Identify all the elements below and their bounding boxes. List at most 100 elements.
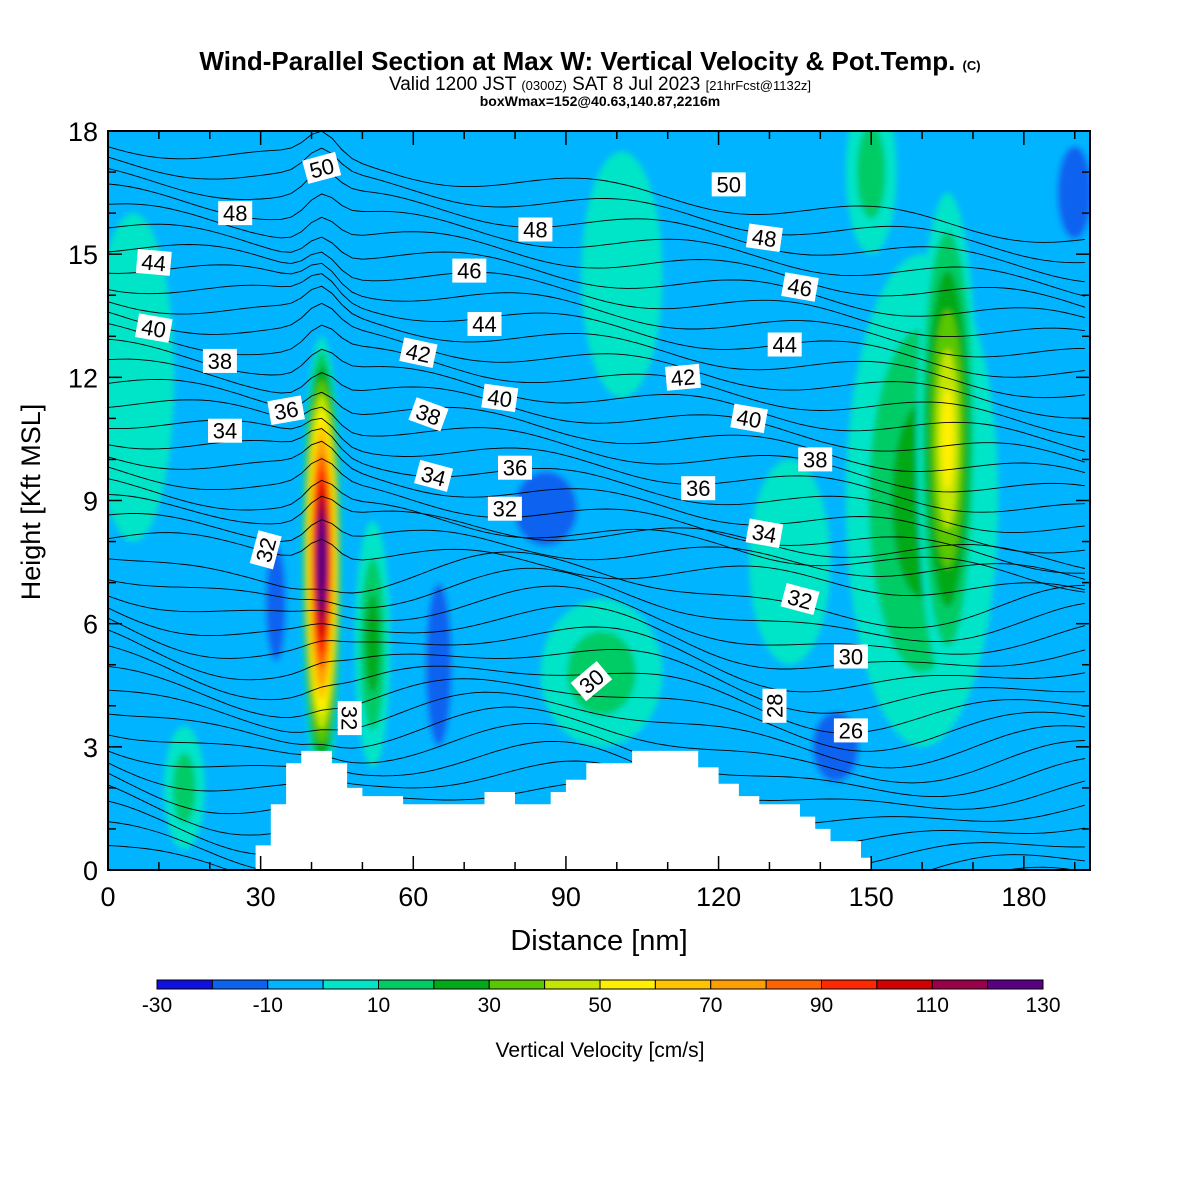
w-band — [1057, 146, 1090, 239]
colorbar-tick-label: 70 — [699, 994, 722, 1017]
svg-text:48: 48 — [750, 224, 778, 252]
svg-text:34: 34 — [750, 519, 778, 548]
theta-contour — [108, 223, 1086, 319]
x-tick-label: 90 — [551, 882, 581, 912]
x-tick-label: 120 — [696, 882, 741, 912]
colorbar-swatch — [654, 979, 712, 990]
svg-text:32: 32 — [493, 497, 517, 522]
theta-contour — [108, 585, 1086, 655]
y-tick-label: 9 — [83, 487, 98, 517]
colorbar-swatch — [433, 979, 490, 990]
chart-subtitle: Valid 1200 JST (0300Z) SAT 8 Jul 2023 [2… — [389, 74, 811, 95]
theta-contour — [108, 358, 1086, 463]
colorbar-swatch — [544, 979, 601, 990]
theta-label: 38 — [798, 447, 833, 472]
theta-label: 42 — [665, 363, 701, 391]
x-tick-label: 30 — [246, 882, 276, 912]
theta-contour — [108, 168, 1085, 283]
colorbar-tick-label: 110 — [916, 994, 949, 1017]
svg-text:38: 38 — [803, 447, 827, 472]
chart-subtitle-box: boxWmax=152@40.63,140.87,2216m — [480, 93, 721, 109]
y-tick-label: 6 — [83, 610, 98, 640]
theta-label: 26 — [833, 718, 868, 743]
theta-contour — [108, 323, 1085, 438]
y-tick-label: 0 — [83, 856, 98, 886]
svg-text:36: 36 — [272, 396, 300, 425]
svg-text:48: 48 — [523, 218, 547, 243]
colorbar-swatch — [987, 979, 1044, 990]
theta-contour — [108, 665, 1085, 752]
svg-text:34: 34 — [213, 419, 237, 444]
colorbar-tick-label: -10 — [253, 994, 283, 1017]
svg-text:50: 50 — [716, 172, 740, 197]
theta-contour — [108, 147, 1085, 264]
w-band — [581, 151, 663, 398]
w-band — [749, 459, 831, 665]
theta-contour — [108, 740, 1086, 810]
theta-contour — [108, 285, 1085, 399]
theta-label: 36 — [498, 455, 532, 481]
theta-contour — [108, 302, 1085, 419]
svg-text:36: 36 — [503, 456, 527, 481]
theta-label: 40 — [134, 313, 173, 343]
svg-text:40: 40 — [139, 314, 167, 343]
theta-label: 34 — [414, 459, 454, 492]
svg-text:40: 40 — [735, 404, 763, 433]
svg-text:36: 36 — [686, 476, 710, 501]
svg-text:40: 40 — [486, 384, 514, 412]
colorbar: -30 -10 10 30 50 70 90 110 130 — [142, 979, 1061, 1017]
svg-text:42: 42 — [404, 338, 433, 368]
svg-text:44: 44 — [772, 333, 796, 358]
theta-label: 32 — [249, 530, 282, 570]
x-tick-label: 0 — [100, 882, 115, 912]
colorbar-label: Vertical Velocity [cm/s] — [496, 1039, 705, 1062]
terrain-silhouette — [255, 750, 872, 870]
y-tick-label: 3 — [83, 733, 98, 763]
theta-label: 32 — [487, 496, 522, 522]
svg-text:48: 48 — [223, 201, 247, 226]
svg-text:44: 44 — [472, 312, 496, 337]
theta-label: 44 — [135, 248, 172, 276]
theta-contour — [108, 617, 1085, 693]
colorbar-swatch — [876, 979, 933, 990]
theta-label: 46 — [781, 272, 819, 302]
theta-label: 38 — [202, 348, 237, 374]
w-band — [513, 471, 578, 546]
theta-label: 36 — [681, 476, 716, 501]
y-tick-label: 18 — [68, 117, 98, 147]
colorbar-swatch — [599, 979, 656, 990]
colorbar-tick-label: -30 — [142, 994, 172, 1017]
theta-label: 50 — [302, 151, 342, 184]
theta-label: 48 — [745, 223, 783, 252]
colorbar-swatch — [931, 979, 989, 990]
w-band — [856, 131, 886, 219]
theta-label: 40 — [481, 383, 519, 412]
colorbar-swatch — [710, 979, 767, 990]
theta-contour — [108, 493, 1085, 569]
theta-contour — [108, 551, 1085, 629]
y-tick-label: 15 — [68, 240, 98, 270]
colorbar-tick-label: 130 — [1025, 994, 1060, 1017]
chart-title: Wind-Parallel Section at Max W: Vertical… — [199, 46, 980, 76]
w-band — [138, 521, 190, 727]
colorbar-swatch — [488, 979, 546, 990]
theta-label: 34 — [745, 518, 784, 548]
theta-label: 42 — [399, 337, 438, 368]
colorbar-tick-label: 90 — [810, 994, 833, 1017]
colorbar-tick-label: 30 — [478, 994, 501, 1017]
theta-contour — [108, 183, 1086, 297]
theta-contour — [108, 478, 1085, 593]
w-band — [425, 583, 452, 746]
theta-contour — [108, 689, 1085, 769]
svg-text:42: 42 — [670, 364, 697, 391]
x-tick-label: 180 — [1001, 882, 1046, 912]
theta-label: 32 — [780, 583, 820, 615]
theta-contour — [108, 629, 1085, 714]
theta-label: 44 — [767, 332, 802, 358]
svg-text:46: 46 — [457, 259, 481, 284]
theta-label: 44 — [467, 312, 502, 337]
theta-label: 48 — [518, 217, 553, 243]
colorbar-tick-label: 50 — [588, 994, 611, 1017]
